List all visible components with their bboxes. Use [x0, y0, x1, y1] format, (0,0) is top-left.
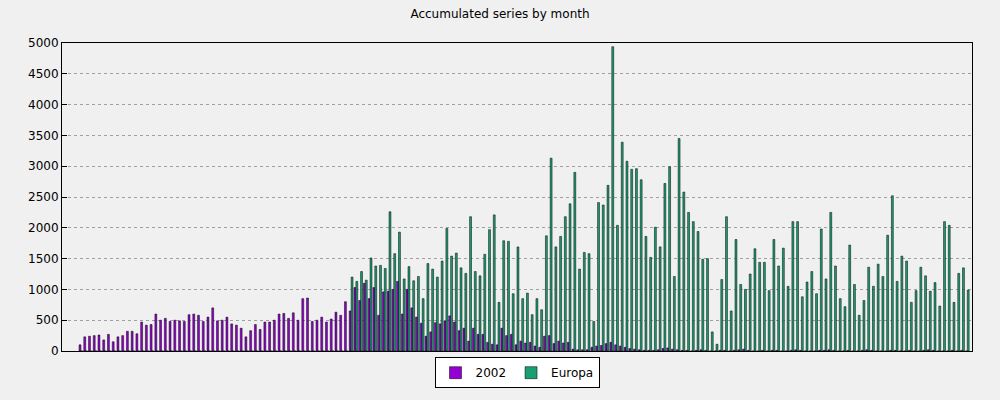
svg-text:5000: 5000	[28, 36, 59, 50]
svg-text:1500: 1500	[28, 252, 59, 266]
svg-text:3000: 3000	[28, 159, 59, 173]
svg-text:Europa: Europa	[551, 366, 593, 380]
svg-text:4500: 4500	[28, 67, 59, 81]
svg-text:3500: 3500	[28, 129, 59, 143]
svg-text:500: 500	[36, 313, 59, 327]
svg-text:4000: 4000	[28, 98, 59, 112]
svg-text:2000: 2000	[28, 221, 59, 235]
svg-text:1000: 1000	[28, 283, 59, 297]
svg-text:Accumulated series by month: Accumulated series by month	[410, 7, 589, 21]
svg-text:0: 0	[51, 344, 59, 358]
svg-text:2500: 2500	[28, 190, 59, 204]
svg-text:2002: 2002	[476, 366, 507, 380]
